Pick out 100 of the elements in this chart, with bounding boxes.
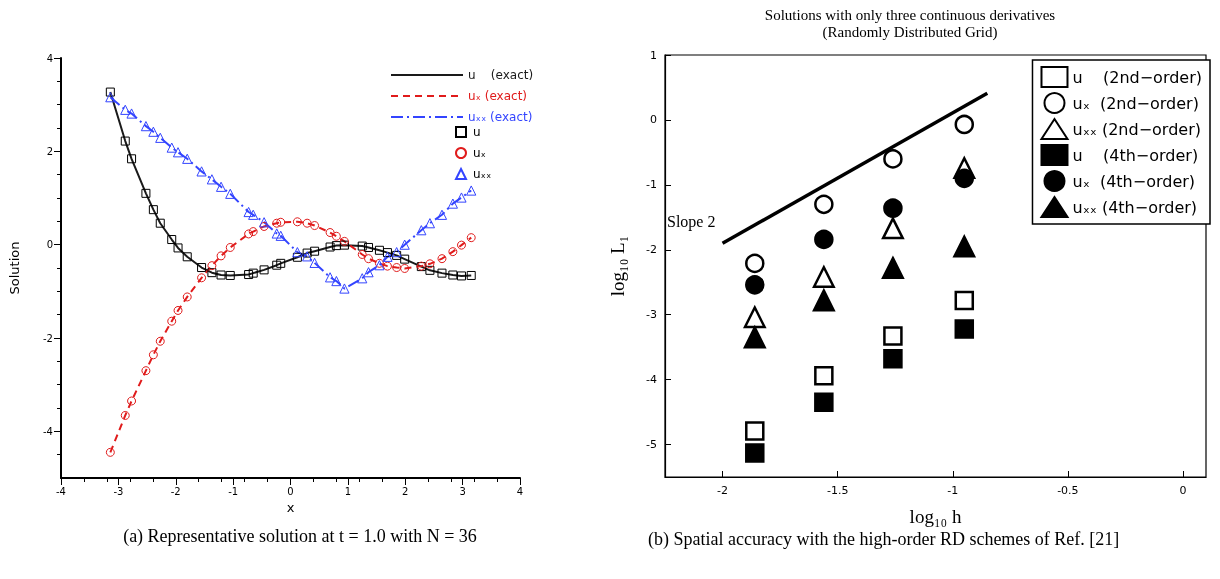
- point: [302, 248, 312, 258]
- point: [148, 350, 158, 360]
- legend-label: u: [473, 125, 481, 139]
- point: [148, 126, 159, 137]
- point: [196, 166, 207, 177]
- x-tick-label: -2: [170, 485, 181, 497]
- point: [141, 366, 151, 376]
- point: [244, 229, 254, 239]
- point: [302, 218, 312, 228]
- point: [883, 149, 903, 169]
- point: [363, 267, 374, 278]
- point: [814, 365, 834, 386]
- point: [812, 289, 835, 312]
- point: [271, 228, 282, 239]
- point: [883, 326, 903, 346]
- text: (b) Spatial accuracy with the high-order RD schemes of Ref. [21]: [648, 529, 1120, 550]
- point: [105, 92, 116, 103]
- point: [812, 266, 835, 289]
- point: [456, 240, 466, 250]
- x-tick-label: 3: [459, 485, 466, 497]
- point: [814, 392, 834, 413]
- point: [272, 260, 282, 270]
- x-tick-label: -0.5: [1057, 484, 1079, 497]
- legend-label: u (2nd−order): [1072, 67, 1202, 87]
- point: [954, 114, 975, 135]
- point: [225, 270, 235, 280]
- legend-label: u (4th−order): [1072, 145, 1199, 165]
- point: [331, 231, 341, 241]
- point: [127, 396, 137, 406]
- y-tick-label: -3: [646, 308, 657, 322]
- point: [400, 254, 410, 264]
- point: [275, 230, 286, 241]
- point: [207, 261, 217, 271]
- point: [126, 108, 137, 119]
- y-tick-label: -5: [646, 438, 657, 452]
- text: uₓₓ (exact): [468, 110, 533, 124]
- point: [248, 268, 258, 278]
- point: [276, 258, 286, 268]
- point: [743, 326, 766, 349]
- point: [197, 273, 207, 283]
- point: [382, 248, 392, 258]
- point: [248, 227, 258, 237]
- point: [197, 263, 207, 273]
- point: [466, 233, 476, 243]
- point: [155, 218, 165, 228]
- point: [167, 235, 177, 245]
- point: [140, 121, 152, 132]
- x-axis-title: x: [286, 499, 295, 515]
- legend-label: uₓ (2nd−order): [1072, 93, 1199, 113]
- point: [392, 263, 402, 273]
- y-tick-label: 0: [650, 113, 657, 127]
- point: [339, 240, 349, 250]
- point: [259, 221, 269, 231]
- point: [883, 198, 903, 218]
- point: [424, 218, 436, 229]
- point: [425, 259, 435, 269]
- point: [155, 336, 165, 346]
- x-tick-label: -1: [228, 485, 239, 497]
- point: [206, 174, 217, 185]
- point: [364, 242, 374, 252]
- point: [448, 247, 458, 257]
- point: [216, 251, 226, 261]
- y-axis-title: log₁₀ L₁: [607, 235, 628, 297]
- point: [141, 188, 151, 198]
- point: [310, 221, 320, 231]
- point: [248, 209, 259, 220]
- point: [436, 209, 448, 220]
- point: [310, 246, 320, 256]
- point: [374, 245, 384, 255]
- y-tick-label: 1: [650, 48, 657, 62]
- y-tick-label: 2: [46, 145, 53, 157]
- point: [881, 256, 904, 279]
- point: [309, 257, 320, 268]
- x-tick-label: 0: [1179, 484, 1187, 497]
- point: [182, 292, 192, 302]
- point: [105, 87, 115, 97]
- point: [382, 251, 393, 262]
- point: [324, 272, 336, 283]
- point: [466, 185, 477, 196]
- x-tick-label: -2: [717, 484, 729, 497]
- text: u (exact): [468, 68, 534, 82]
- y-tick-label: 0: [46, 239, 53, 251]
- point: [331, 275, 342, 287]
- point: [292, 217, 302, 227]
- point: [148, 205, 158, 215]
- point: [448, 270, 458, 280]
- point: [325, 242, 335, 252]
- point: [466, 270, 476, 280]
- point: [881, 217, 904, 240]
- point: [745, 253, 765, 274]
- point: [173, 305, 183, 315]
- point: [814, 229, 834, 250]
- point: [400, 263, 410, 273]
- point: [243, 206, 254, 218]
- point: [743, 306, 766, 329]
- point: [339, 283, 350, 294]
- x-axis-title: log₁₀ h: [909, 506, 962, 527]
- point: [357, 273, 368, 284]
- point: [745, 275, 765, 295]
- point: [814, 194, 834, 215]
